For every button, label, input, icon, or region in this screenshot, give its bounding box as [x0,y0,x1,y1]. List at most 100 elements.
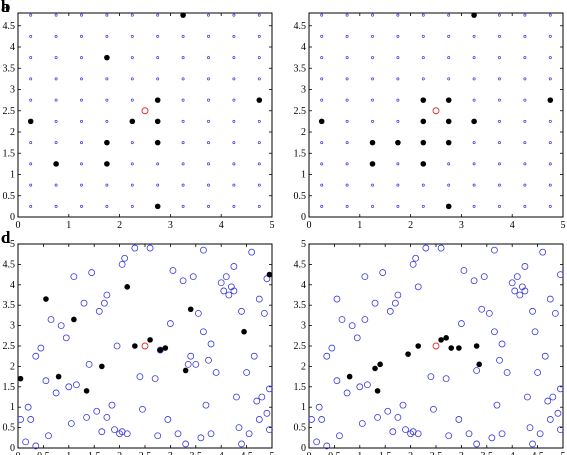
grid-point [523,34,527,38]
query-point [432,107,440,115]
open-point [473,440,481,448]
y-tick-label: 3 [301,85,306,96]
open-point [338,316,346,323]
open-point [45,432,52,440]
open-point [202,401,210,409]
open-point [541,352,549,360]
open-point [47,316,55,323]
grid-point [130,56,134,60]
open-point [491,246,498,254]
open-point [230,287,238,295]
selected-point [471,12,477,18]
open-point [554,409,562,417]
open-point [511,287,519,295]
open-point [557,271,564,279]
grid-point [105,34,109,38]
open-point [197,434,205,442]
open-point [480,273,488,281]
selected-point [187,306,194,313]
open-point [194,309,202,317]
open-point [488,434,496,442]
grid-point [396,119,400,123]
grid-point [498,13,501,17]
y-tick-label: 1.5 [294,148,307,159]
open-point [460,267,468,274]
grid-point [181,77,185,81]
open-point [384,407,392,415]
open-point [192,360,200,368]
y-tick-label: 1 [10,402,15,413]
open-point [356,383,364,391]
grid-point [396,56,400,60]
open-point [65,383,73,391]
x-tick-label: 4 [219,220,224,231]
selected-point [132,343,138,349]
open-point [473,367,481,374]
x-tick-label: 0 [307,451,312,455]
open-point [266,385,273,393]
open-point [374,413,381,421]
grid-point [320,204,324,208]
grid-point [29,204,33,208]
grid-point [396,98,400,102]
grid-point [523,77,527,81]
selected-point [157,347,164,353]
open-point [323,442,331,450]
selected-point [369,161,376,167]
open-point [123,430,131,438]
query-point [141,342,149,350]
grid-point [54,34,58,38]
grid-point [472,141,476,145]
y-tick-label: 2.5 [294,341,307,352]
grid-point [54,56,58,60]
grid-point [29,183,33,187]
open-point [524,393,531,401]
selected-point [448,345,455,351]
grid-point [257,162,261,166]
grid-point [345,119,349,123]
y-tick-label: 0.5 [294,423,307,434]
open-point [182,440,190,448]
open-point [371,299,379,307]
open-point [222,273,230,281]
y-tick-label: 0 [301,443,306,454]
y-tick-label: 0.5 [3,191,16,202]
y-tick-label: 2 [301,361,306,372]
grid-point [29,162,33,166]
grid-point [80,119,83,123]
x-tick-label: 2 [408,451,413,455]
grid-point [105,77,109,81]
grid-point [447,34,451,38]
open-point [118,260,126,268]
grid-point [396,204,400,208]
selected-point [456,345,462,351]
selected-point [124,284,131,290]
y-tick-label: 2 [10,361,15,372]
x-tick-label: 3.5 [190,451,203,455]
open-point [235,424,243,432]
selected-point [420,97,427,103]
grid-point [523,141,527,145]
open-point [154,432,162,440]
selected-point [99,363,105,370]
open-point [70,273,78,281]
open-point [200,246,207,254]
y-tick-label: 3.5 [3,63,16,74]
open-point [437,244,445,252]
panel-a: a 0 1 2 3 4 5 0 0.5 1 1.5 2 2.5 3 3.5 4 4.5 [1,0,275,231]
grid-point [320,141,324,145]
selected-point [154,203,161,210]
grid-point [548,77,552,81]
x-tick-label: 0.5 [37,451,50,455]
selected-point [266,271,273,278]
grid-point [523,56,527,60]
selected-point [53,161,59,167]
x-tick-label: 0.5 [328,451,341,455]
x-tick-label: 2.5 [430,451,443,455]
open-point [422,244,430,252]
open-point [503,369,511,376]
grid-point [472,56,476,60]
grid-point [548,162,552,166]
x-tick-label: 5 [270,451,275,455]
